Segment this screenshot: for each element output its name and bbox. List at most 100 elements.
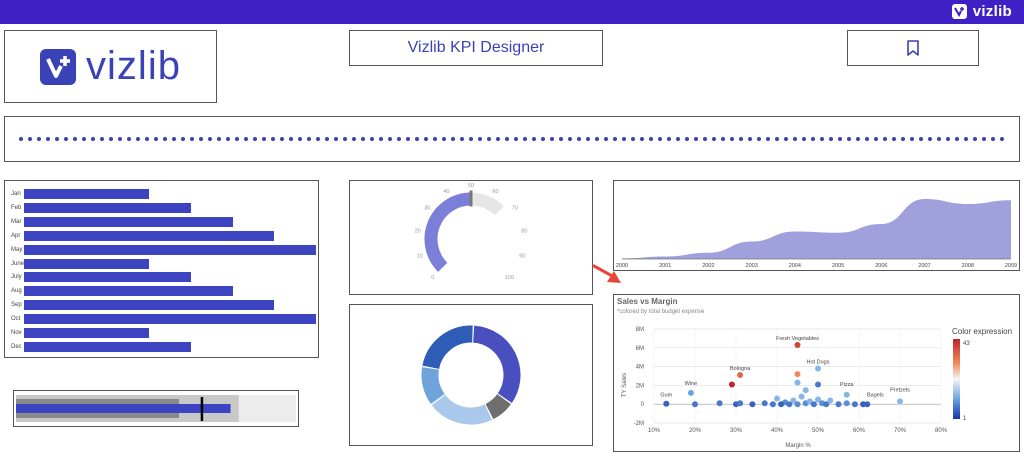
annotation-arrow [590,262,624,291]
scatter-point[interactable] [790,397,797,404]
scatter-y-tick: 4M [636,365,644,371]
scatter-point[interactable] [794,341,801,348]
scatter-point[interactable] [716,400,723,407]
bullet-value-bar [16,404,231,413]
scatter-point[interactable] [802,387,809,394]
gauge-tick-label: 100 [505,275,514,281]
gauge-tick-label: 10 [417,254,423,260]
bar-row[interactable]: June [5,258,315,270]
vizlib-logo-icon [951,4,967,19]
scatter-point[interactable] [786,401,793,408]
bar[interactable] [24,189,150,199]
legend-min: 1 [963,416,967,422]
scatter-point[interactable] [798,393,805,400]
scatter-point[interactable] [687,389,694,396]
bar-row[interactable]: May [5,244,316,256]
donut-segment[interactable] [422,325,473,370]
bar-label: Aug [11,288,22,295]
scatter-point[interactable] [769,401,776,408]
scatter-point[interactable] [728,381,735,388]
scatter-point[interactable] [810,401,817,408]
gauge-svg: 0 10 20 30 40 50 60 70 80 90 100 [415,183,528,281]
bar[interactable] [24,258,150,269]
gauge-tick-label: 30 [424,205,430,211]
bullet-svg [16,395,296,422]
bar[interactable] [24,341,191,352]
scatter-point[interactable] [835,401,842,408]
gauge-tick-label: 70 [512,205,518,211]
scatter-point[interactable] [794,371,801,378]
scatter-point[interactable] [737,400,744,407]
area-x-tick: 2008 [962,263,974,269]
scatter-point[interactable] [843,400,850,407]
donut-segment[interactable] [472,325,521,403]
scatter-point[interactable] [897,398,903,405]
area-chart[interactable]: 2000 2001 2002 2003 2004 2005 2006 2007 2008 2009 [613,180,1020,271]
bar[interactable] [24,286,233,297]
donut-segment[interactable] [431,394,492,425]
legend-max: 43 [963,341,970,347]
scatter-point[interactable] [823,401,830,408]
gauge-chart[interactable]: 0 10 20 30 40 50 60 70 80 90 100 [349,180,593,295]
bar-row[interactable]: Aug [5,285,315,297]
bar-row[interactable]: July [5,271,315,283]
monthly-bar-chart[interactable]: Jan Feb Mar Apr May June July Aug Sep Oct Nov Dec [4,180,319,358]
bar-row[interactable]: Mar [5,216,315,228]
bar-row[interactable]: Dec [5,341,315,353]
bar-row[interactable]: Jan [5,188,315,200]
bar-row[interactable]: Apr [5,230,315,242]
gauge-fill [424,192,472,272]
bar-label: Oct [11,316,21,323]
bar-row[interactable]: Sep [5,299,315,311]
bar-label: Feb [11,204,22,211]
bar-row[interactable]: Nov [5,327,315,339]
bar-row[interactable]: Oct [5,313,316,325]
scatter-x-tick: 60% [853,428,866,434]
scatter-point[interactable] [761,400,768,407]
donut-segment[interactable] [421,367,445,405]
bullet-chart[interactable] [13,390,299,427]
scatter-point[interactable] [864,401,871,408]
bar[interactable] [24,244,316,255]
scatter-point[interactable] [663,400,670,407]
scatter-point[interactable] [843,391,850,398]
bar[interactable] [24,314,316,325]
scatter-point[interactable] [794,379,801,386]
bar-label: Mar [11,218,22,225]
bar[interactable] [24,328,150,338]
gauge-tick-label: 50 [468,183,474,189]
bar-label: Dec [11,343,22,350]
bookmark-button[interactable] [847,30,979,66]
bar[interactable] [24,300,275,311]
donut-chart[interactable] [349,304,593,446]
scatter-point[interactable] [774,395,780,402]
scatter-point[interactable] [860,401,867,408]
bar[interactable] [24,230,275,241]
donut-svg [421,325,521,425]
scatter-point[interactable] [749,401,756,408]
scatter-point[interactable] [815,381,821,388]
scatter-x-tick: 20% [689,428,702,434]
scatter-point[interactable] [815,396,821,403]
area-series[interactable] [622,199,1011,259]
scatter-point[interactable] [737,372,744,379]
scatter-point[interactable] [778,401,785,408]
bar[interactable] [24,216,233,227]
gauge-tick-label: 40 [443,189,449,195]
scatter-point[interactable] [815,365,821,372]
scatter-x-tick: 50% [812,428,825,434]
scatter-point-label: Wine [685,381,698,387]
scatter-y-tick: 2M [636,383,644,389]
gauge-tick-label: 60 [492,189,498,195]
scatter-chart[interactable]: Sales vs Margin *colored by total budget… [613,294,1020,452]
donut-segment[interactable] [485,393,511,420]
bar-row[interactable]: Feb [5,202,315,214]
scatter-point[interactable] [692,401,698,408]
bar[interactable] [24,202,191,213]
top-brand[interactable]: vizlib [951,3,1012,20]
scatter-point[interactable] [794,401,801,408]
scatter-title: Sales vs Margin [617,297,678,306]
scatter-point[interactable] [827,397,834,404]
bar[interactable] [24,272,191,283]
scatter-point[interactable] [851,401,858,408]
